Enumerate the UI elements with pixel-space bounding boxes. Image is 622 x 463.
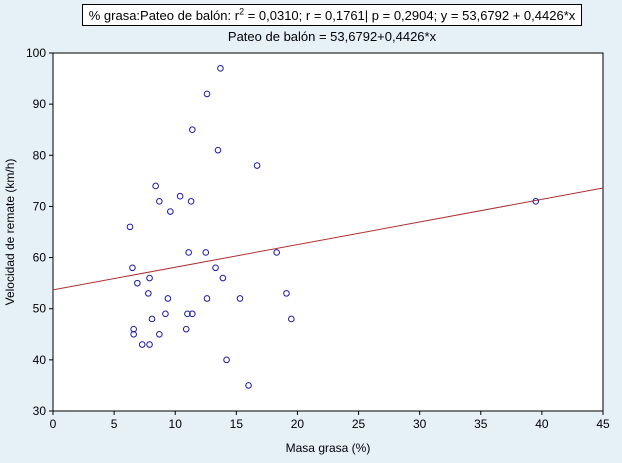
data-point [130, 330, 137, 338]
data-point [176, 192, 184, 200]
y-tick-label: 80 [33, 148, 47, 162]
data-point [217, 65, 224, 72]
data-point [219, 274, 227, 282]
data-point [288, 315, 295, 323]
y-tick-label: 90 [33, 97, 47, 111]
x-tick-label: 40 [535, 417, 549, 431]
regression-line [52, 187, 604, 291]
data-point [187, 198, 195, 205]
y-tick-label: 100 [26, 46, 46, 60]
x-axis-ticks: 0 5 10 15 20 25 30 35 40 45 [50, 411, 610, 431]
data-point [189, 310, 196, 318]
data-point [223, 356, 230, 364]
data-point [283, 290, 290, 297]
data-point [273, 249, 280, 256]
data-point [202, 249, 210, 256]
y-tick-label: 50 [33, 302, 47, 316]
data-point [167, 208, 174, 215]
data-point [164, 295, 172, 302]
data-point [146, 274, 153, 282]
data-point [129, 264, 136, 272]
data-point [212, 264, 219, 272]
y-tick-label: 30 [33, 404, 47, 418]
data-point [236, 295, 244, 302]
data-point [184, 310, 191, 318]
regression-stats-box: % grasa:Pateo de balón: r2 = 0,0310; r =… [82, 4, 582, 26]
regression-line-layer [52, 187, 604, 291]
data-point [152, 182, 159, 190]
x-tick-label: 15 [230, 417, 244, 431]
y-axis-label: Velocidad de remate (km/h) [3, 159, 17, 306]
data-point [532, 198, 540, 205]
stats-prefix: % grasa:Pateo de balón: r [88, 8, 240, 23]
y-tick-label: 60 [33, 251, 47, 265]
stats-values: = 0,0310; r = 0,1761| p = 0,2904; y = 53… [244, 8, 576, 23]
data-point [214, 146, 222, 154]
data-point [156, 330, 163, 338]
data-point [182, 325, 190, 333]
data-point [245, 382, 252, 389]
x-tick-label: 10 [169, 417, 183, 431]
data-point [126, 223, 134, 231]
data-points [126, 65, 540, 389]
data-point [145, 290, 152, 297]
x-tick-label: 20 [291, 417, 305, 431]
x-axis-label: Masa grasa (%) [286, 441, 371, 455]
x-tick-label: 45 [596, 417, 610, 431]
data-point [156, 198, 163, 205]
data-point [134, 279, 141, 287]
y-axis-ticks: 30 40 50 60 70 80 90 100 [26, 46, 53, 418]
equation-title: Pateo de balón = 53,6792+0,4426*x [227, 29, 437, 44]
plot-area [52, 52, 604, 412]
x-tick-label: 25 [352, 417, 366, 431]
data-point [203, 90, 211, 98]
data-point [148, 315, 156, 323]
data-point [146, 341, 153, 348]
data-point [138, 341, 146, 348]
y-tick-label: 40 [33, 353, 47, 367]
y-tick-label: 70 [33, 199, 47, 213]
data-point [189, 126, 196, 134]
data-point [162, 310, 169, 318]
x-tick-label: 0 [50, 417, 57, 431]
x-tick-label: 5 [111, 417, 118, 431]
data-point [253, 162, 261, 169]
x-tick-label: 35 [474, 417, 488, 431]
stats-r-squared-superscript: 2 [239, 6, 245, 17]
x-tick-label: 30 [413, 417, 427, 431]
data-point [203, 295, 211, 302]
data-point [185, 249, 192, 256]
